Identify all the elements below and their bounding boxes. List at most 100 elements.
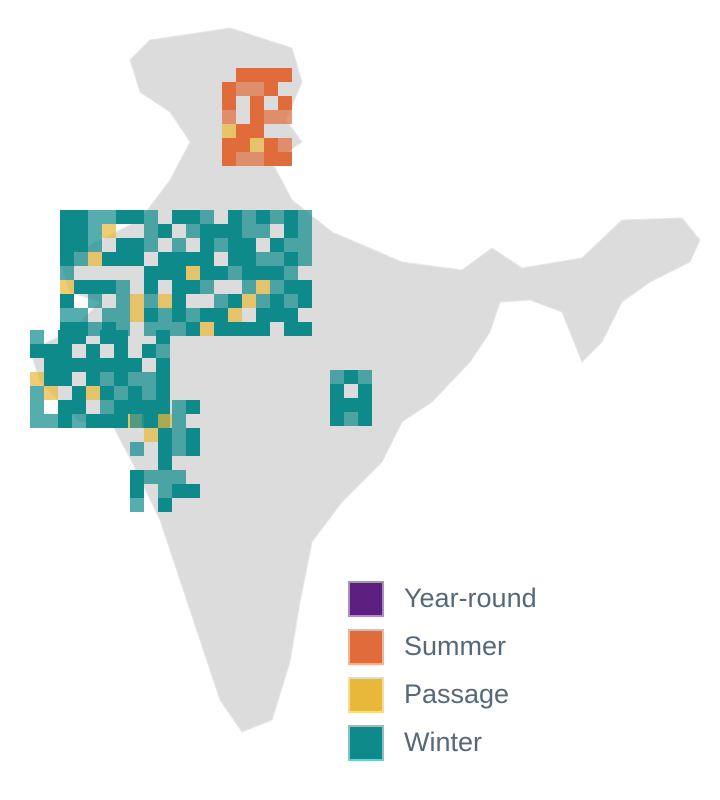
range-cell xyxy=(256,322,270,336)
range-cell xyxy=(44,372,58,386)
range-cell xyxy=(236,82,250,96)
range-cell xyxy=(256,308,270,322)
range-cell xyxy=(130,484,144,498)
range-cell xyxy=(264,68,278,82)
range-cell xyxy=(330,384,344,398)
range-cell xyxy=(242,238,256,252)
range-cell xyxy=(60,266,74,280)
range-cell xyxy=(100,386,114,400)
range-cell xyxy=(144,224,158,238)
range-cell xyxy=(88,252,102,266)
range-cell xyxy=(278,138,292,152)
legend-swatch xyxy=(348,629,384,665)
range-cell xyxy=(222,124,236,138)
range-cell xyxy=(256,294,270,308)
range-cell xyxy=(298,224,312,238)
range-cell xyxy=(128,358,142,372)
range-cell xyxy=(158,266,172,280)
range-cell xyxy=(130,308,144,322)
range-cell xyxy=(228,252,242,266)
range-cell xyxy=(200,308,214,322)
range-cell xyxy=(30,400,44,414)
range-cell xyxy=(236,124,250,138)
range-cell xyxy=(200,224,214,238)
range-cell xyxy=(172,294,186,308)
legend-label: Winter xyxy=(404,727,482,757)
range-cell xyxy=(186,400,200,414)
range-cell xyxy=(228,322,242,336)
range-cell xyxy=(44,358,58,372)
range-cell xyxy=(298,294,312,308)
range-cell xyxy=(236,68,250,82)
range-cell xyxy=(284,322,298,336)
range-cell xyxy=(158,308,172,322)
range-cell xyxy=(284,308,298,322)
range-cell xyxy=(256,210,270,224)
range-cell xyxy=(130,498,144,512)
range-cell xyxy=(242,322,256,336)
range-cell xyxy=(86,372,100,386)
range-cell xyxy=(158,428,172,442)
range-cell xyxy=(242,252,256,266)
range-cell xyxy=(214,266,228,280)
range-cell xyxy=(116,210,130,224)
range-cell xyxy=(250,138,264,152)
range-cell xyxy=(144,238,158,252)
range-cell xyxy=(144,294,158,308)
range-cell xyxy=(58,330,72,344)
range-cell xyxy=(172,252,186,266)
range-cell xyxy=(250,152,264,166)
range-cell xyxy=(130,252,144,266)
range-cell xyxy=(186,210,200,224)
range-cell xyxy=(60,224,74,238)
range-cell xyxy=(130,238,144,252)
range-cell xyxy=(186,224,200,238)
range-cell xyxy=(186,266,200,280)
range-cell xyxy=(358,370,372,384)
range-cell xyxy=(130,400,144,414)
range-cell xyxy=(158,414,172,428)
range-cell xyxy=(250,82,264,96)
range-cell xyxy=(242,224,256,238)
range-cell xyxy=(186,322,200,336)
range-cell xyxy=(172,280,186,294)
range-cell xyxy=(58,400,72,414)
range-cell xyxy=(130,414,144,428)
range-cell xyxy=(264,152,278,166)
range-cell xyxy=(228,308,242,322)
range-cell xyxy=(144,266,158,280)
range-cell xyxy=(144,308,158,322)
legend: Year-round Summer Passage Winter xyxy=(348,581,537,761)
range-cell xyxy=(30,386,44,400)
range-cell xyxy=(88,210,102,224)
range-cell xyxy=(242,266,256,280)
range-cell xyxy=(88,238,102,252)
range-cell xyxy=(344,398,358,412)
range-cell xyxy=(102,210,116,224)
legend-label: Passage xyxy=(404,679,509,709)
range-cell xyxy=(250,68,264,82)
legend-swatch xyxy=(348,725,384,761)
range-cell xyxy=(222,152,236,166)
range-cell xyxy=(86,344,100,358)
range-cell xyxy=(358,398,372,412)
range-cell xyxy=(158,456,172,470)
range-cell xyxy=(60,308,74,322)
range-cell xyxy=(158,224,172,238)
range-cell xyxy=(270,280,284,294)
range-cell xyxy=(298,322,312,336)
range-cell xyxy=(284,210,298,224)
range-cell xyxy=(228,210,242,224)
range-cell xyxy=(114,372,128,386)
range-cell xyxy=(344,412,358,426)
range-cell xyxy=(344,370,358,384)
range-cell xyxy=(256,224,270,238)
range-cell xyxy=(88,294,102,308)
range-cell xyxy=(256,280,270,294)
range-cell xyxy=(330,398,344,412)
range-cell xyxy=(250,96,264,110)
range-cell xyxy=(186,308,200,322)
legend-label: Year-round xyxy=(404,583,537,613)
range-cell xyxy=(158,498,172,512)
range-cell xyxy=(114,330,128,344)
